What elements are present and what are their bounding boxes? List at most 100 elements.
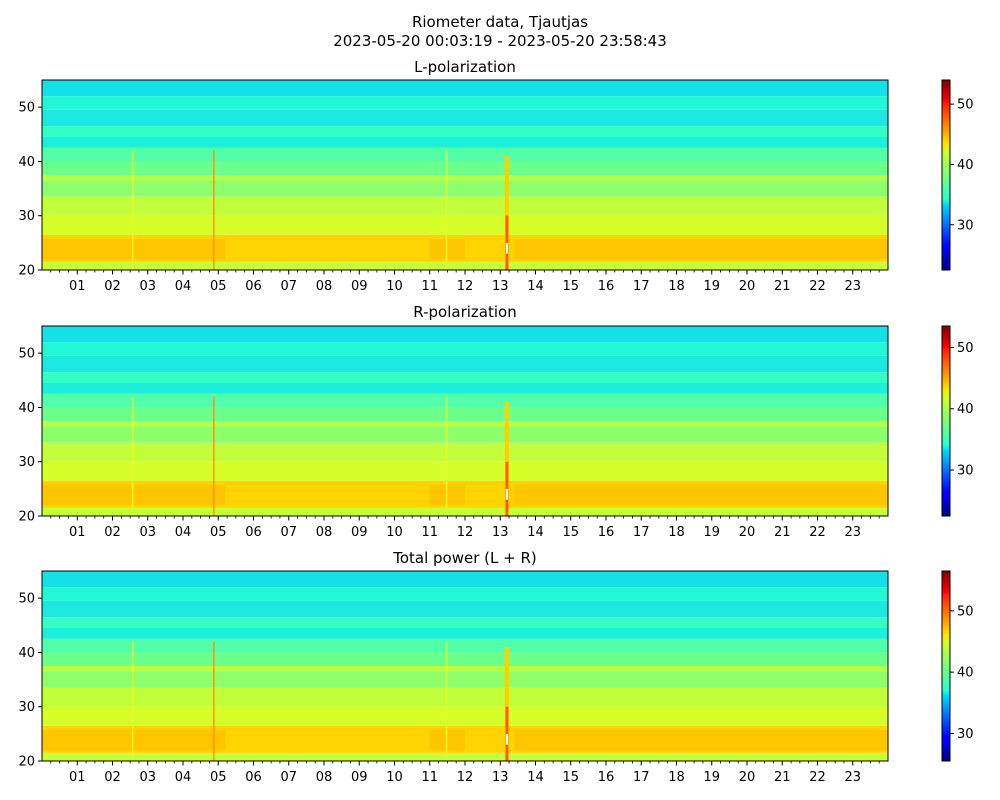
x-tick-label: 05 [210, 279, 227, 294]
x-tick-label: 17 [633, 525, 650, 540]
x-tick-label: 23 [844, 770, 861, 785]
panel-title: R-polarization [413, 303, 516, 321]
heatmap-band [42, 196, 888, 216]
x-tick-label: 11 [421, 525, 438, 540]
x-tick-label: 05 [210, 525, 227, 540]
x-tick-label: 11 [421, 279, 438, 294]
x-tick-label: 03 [139, 525, 156, 540]
y-tick-label: 40 [18, 155, 35, 170]
heatmap-streak [212, 150, 215, 270]
x-tick-label: 23 [844, 279, 861, 294]
x-tick-label: 04 [175, 525, 192, 540]
x-tick-label: 15 [562, 770, 579, 785]
y-tick-label: 20 [18, 755, 35, 770]
heatmap-patch [183, 485, 226, 506]
heatmap-band [42, 147, 888, 162]
x-tick-label: 01 [69, 770, 86, 785]
heatmap-image [42, 571, 888, 761]
y-axis: 20 30 40 50 [18, 592, 42, 770]
x-tick-label: 22 [809, 279, 826, 294]
y-tick-label: 40 [18, 646, 35, 661]
x-tick-label: 18 [668, 525, 685, 540]
y-tick-label: 40 [18, 401, 35, 416]
heatmap-band [42, 628, 888, 639]
x-tick-label: 02 [104, 770, 121, 785]
x-axis: 01 02 03 04 05 06 07 08 09 10 11 12 13 14 15 16 17 18 19 20… [50, 761, 880, 785]
heatmap-patch [514, 239, 888, 260]
colorbar-tick-label: 40 [957, 666, 974, 681]
x-tick-label: 03 [139, 279, 156, 294]
heatmap-data-gap [505, 733, 509, 745]
x-tick-label: 14 [527, 525, 544, 540]
x-axis: 01 02 03 04 05 06 07 08 09 10 11 12 13 14 15 16 17 18 19 20… [50, 270, 880, 294]
y-tick-label: 50 [18, 347, 35, 362]
x-tick-label: 06 [245, 279, 262, 294]
heatmap-band [42, 180, 888, 197]
x-tick-label: 02 [104, 525, 121, 540]
x-tick-label: 07 [280, 525, 297, 540]
heatmap-burst [504, 647, 510, 761]
x-tick-label: 04 [175, 770, 192, 785]
colorbar-tick-label: 30 [957, 464, 974, 479]
heatmap-streak [212, 641, 215, 761]
heatmap-band [42, 393, 888, 408]
x-tick-label: 21 [774, 525, 791, 540]
colorbar-gradient [941, 325, 951, 517]
heatmap-streak [131, 396, 134, 516]
y-tick-label: 50 [18, 101, 35, 116]
heatmap-image [42, 326, 888, 516]
heatmap-band [42, 80, 888, 97]
x-tick-label: 16 [598, 770, 615, 785]
heatmap-band [42, 706, 888, 726]
plot-frame [41, 79, 889, 271]
heatmap-streak [131, 150, 134, 270]
colorbar-gradient [941, 570, 951, 762]
heatmap-band [42, 355, 888, 373]
x-tick-label: 12 [457, 770, 474, 785]
x-tick-label: 15 [562, 525, 579, 540]
heatmap-patch [183, 239, 226, 260]
colorbar-gradient [941, 79, 951, 271]
heatmap-patch [42, 730, 183, 751]
x-tick-label: 08 [316, 525, 333, 540]
x-tick-label: 21 [774, 279, 791, 294]
heatmap-streak [445, 150, 448, 270]
figure-title-line2: 2023-05-20 00:03:19 - 2023-05-20 23:58:4… [333, 32, 667, 50]
x-tick-label: 13 [492, 770, 509, 785]
heatmap-band [42, 175, 888, 181]
heatmap-band [42, 407, 888, 421]
x-tick-label: 05 [210, 770, 227, 785]
heatmap-burst [504, 156, 510, 270]
heatmap-band [42, 666, 888, 672]
heatmap-band [42, 426, 888, 443]
heatmap-band [42, 442, 888, 462]
colorbar-tick-label: 50 [957, 341, 974, 356]
x-tick-label: 15 [562, 279, 579, 294]
panel-title: Total power (L + R) [392, 549, 537, 567]
x-tick-label: 10 [386, 525, 403, 540]
plot-frame [41, 570, 889, 762]
x-tick-label: 12 [457, 525, 474, 540]
x-tick-label: 22 [809, 770, 826, 785]
heatmap-patch [42, 485, 183, 506]
colorbar-tick-label: 30 [957, 218, 974, 233]
x-tick-label: 04 [175, 279, 192, 294]
plot-frame [41, 325, 889, 517]
heatmap-band [42, 215, 888, 235]
heatmap-band [42, 161, 888, 175]
x-tick-label: 22 [809, 525, 826, 540]
x-tick-label: 21 [774, 770, 791, 785]
y-tick-label: 20 [18, 510, 35, 525]
panel-title: L-polarization [414, 58, 516, 76]
heatmap-band [42, 652, 888, 666]
x-tick-label: 13 [492, 279, 509, 294]
x-tick-label: 01 [69, 279, 86, 294]
x-tick-label: 07 [280, 279, 297, 294]
heatmap-band [42, 261, 888, 270]
heatmap-band [42, 600, 888, 618]
heatmap-band [42, 372, 888, 383]
heatmap-band [42, 126, 888, 137]
y-tick-label: 30 [18, 455, 35, 470]
